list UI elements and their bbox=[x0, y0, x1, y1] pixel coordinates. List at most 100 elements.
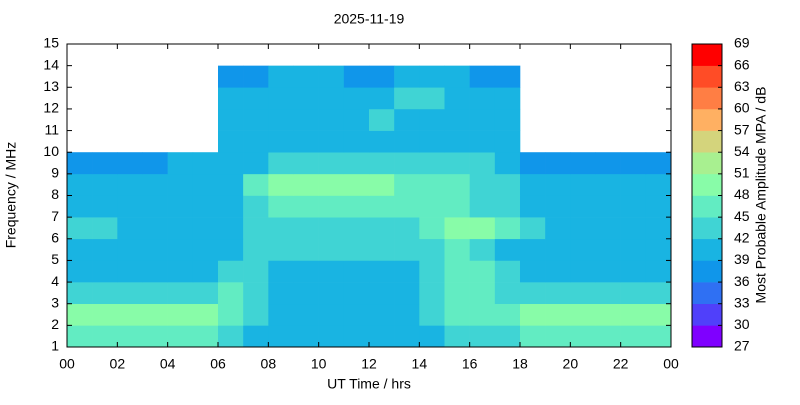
heatmap-cell bbox=[419, 260, 445, 283]
colorbar-tick-label: 45 bbox=[734, 208, 750, 224]
heatmap-cell bbox=[268, 282, 294, 305]
heatmap-cell bbox=[444, 173, 470, 196]
heatmap-cell bbox=[117, 217, 143, 240]
heatmap-cell bbox=[369, 260, 395, 283]
heatmap-cell bbox=[494, 108, 521, 131]
heatmap-cell bbox=[444, 238, 470, 261]
heatmap-cell bbox=[167, 282, 194, 305]
heatmap-cell bbox=[394, 282, 420, 305]
y-tick-label: 9 bbox=[51, 165, 59, 181]
heatmap-cell bbox=[469, 152, 496, 175]
heatmap-cell bbox=[419, 87, 445, 110]
heatmap-cell bbox=[117, 303, 143, 326]
heatmap-cell bbox=[268, 260, 294, 283]
heatmap-cell bbox=[318, 217, 345, 240]
heatmap-cell bbox=[192, 260, 219, 283]
colorbar-swatch bbox=[692, 130, 722, 153]
heatmap-cell bbox=[394, 108, 420, 131]
y-tick-label: 11 bbox=[44, 121, 59, 137]
heatmap-cell bbox=[494, 195, 521, 218]
heatmap-cell bbox=[167, 217, 194, 240]
heatmap-cell bbox=[92, 217, 118, 240]
colorbar-label: Most Probable Amplitude MPA / dB bbox=[753, 87, 769, 304]
heatmap-cell bbox=[67, 173, 93, 196]
colorbar-swatch bbox=[692, 238, 722, 261]
heatmap-cell bbox=[394, 238, 420, 261]
heatmap-cell bbox=[343, 325, 370, 348]
heatmap-cell bbox=[67, 303, 93, 326]
heatmap-cell bbox=[645, 195, 672, 218]
heatmap-cell bbox=[218, 65, 244, 88]
heatmap-cell bbox=[318, 108, 345, 131]
heatmap-cell bbox=[318, 238, 345, 261]
heatmap-cell bbox=[218, 260, 244, 283]
heatmap-cell bbox=[570, 325, 596, 348]
heatmap-cell bbox=[318, 65, 345, 88]
y-tick-label: 8 bbox=[51, 186, 59, 202]
heatmap-cell bbox=[545, 282, 571, 305]
heatmap-cell bbox=[243, 152, 269, 175]
heatmap-cell bbox=[520, 260, 546, 283]
heatmap-cell bbox=[318, 282, 345, 305]
heatmap-cell bbox=[142, 282, 168, 305]
heatmap-cell bbox=[545, 195, 571, 218]
x-tick-label: 14 bbox=[412, 356, 428, 372]
colorbar-tick-label: 54 bbox=[734, 143, 750, 159]
heatmap-cell bbox=[167, 238, 194, 261]
heatmap-cell bbox=[167, 325, 194, 348]
heatmap-cell bbox=[620, 303, 647, 326]
heatmap-cell bbox=[444, 260, 470, 283]
heatmap-cell bbox=[117, 195, 143, 218]
heatmap-cell bbox=[192, 282, 219, 305]
heatmap-cell bbox=[545, 217, 571, 240]
heatmap-cell bbox=[469, 130, 496, 153]
heatmap-cell bbox=[369, 303, 395, 326]
heatmap-cell bbox=[620, 238, 647, 261]
chart-title: 2025-11-19 bbox=[334, 11, 405, 27]
heatmap-cell bbox=[293, 87, 319, 110]
heatmap-cell bbox=[494, 260, 521, 283]
heatmap-cell bbox=[369, 108, 395, 131]
heatmap-cell bbox=[167, 173, 194, 196]
heatmap-cell bbox=[419, 108, 445, 131]
heatmap-cell bbox=[167, 303, 194, 326]
heatmap-cell bbox=[243, 195, 269, 218]
heatmap-cell bbox=[243, 65, 269, 88]
colorbar-tick-label: 27 bbox=[734, 338, 750, 354]
heatmap-cell bbox=[343, 152, 370, 175]
heatmap-cell bbox=[419, 238, 445, 261]
heatmap-cell bbox=[243, 260, 269, 283]
heatmap-cell bbox=[92, 282, 118, 305]
heatmap-cell bbox=[293, 282, 319, 305]
colorbar-swatch bbox=[692, 87, 722, 110]
heatmap-cell bbox=[520, 173, 546, 196]
heatmap-cell bbox=[444, 130, 470, 153]
heatmap-cell bbox=[343, 130, 370, 153]
heatmap-cell bbox=[545, 173, 571, 196]
heatmap-cell bbox=[645, 260, 672, 283]
heatmap-cell bbox=[394, 325, 420, 348]
heatmap-cell bbox=[369, 282, 395, 305]
heatmap-cell bbox=[142, 260, 168, 283]
colorbar-swatch bbox=[692, 108, 722, 131]
heatmap-cell bbox=[595, 325, 621, 348]
heatmap-cell bbox=[343, 303, 370, 326]
heatmap-cell bbox=[369, 238, 395, 261]
y-tick-label: 2 bbox=[51, 316, 59, 332]
heatmap-cell bbox=[419, 282, 445, 305]
heatmap-cell bbox=[142, 238, 168, 261]
heatmap-cell bbox=[142, 325, 168, 348]
heatmap-cell bbox=[595, 152, 621, 175]
heatmap-cell bbox=[218, 108, 244, 131]
y-tick-label: 3 bbox=[51, 294, 59, 310]
heatmap-cell bbox=[343, 195, 370, 218]
colorbar-tick-label: 63 bbox=[734, 78, 750, 94]
heatmap-cell bbox=[318, 325, 345, 348]
heatmap-cell bbox=[243, 217, 269, 240]
heatmap-cell bbox=[67, 217, 93, 240]
heatmap-cell bbox=[444, 108, 470, 131]
heatmap-cell bbox=[192, 303, 219, 326]
heatmap-cell bbox=[444, 217, 470, 240]
heatmap-cell bbox=[293, 325, 319, 348]
heatmap-cell bbox=[645, 325, 672, 348]
